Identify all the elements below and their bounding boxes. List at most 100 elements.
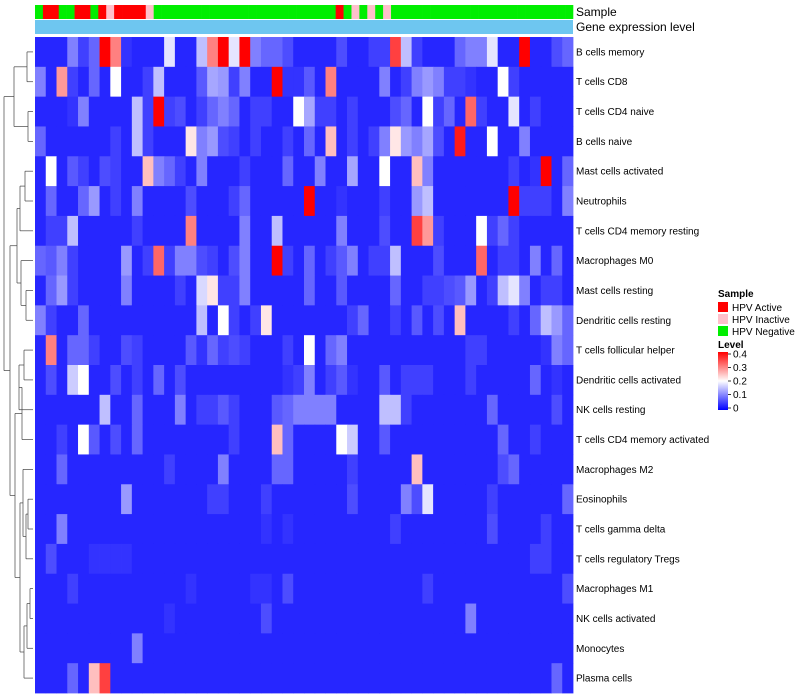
heatmap-cell: [228, 96, 240, 127]
heatmap-cell: [228, 573, 240, 604]
sample-annotation-cell: [414, 5, 423, 19]
heatmap-cell: [529, 96, 542, 127]
heatmap-cell: [476, 394, 488, 426]
sample-annotation-cell: [169, 5, 178, 19]
heatmap-cell: [153, 66, 165, 98]
heatmap-cell: [110, 305, 122, 336]
heatmap-cell: [153, 365, 165, 396]
heatmap-cell: [250, 66, 262, 98]
heatmap-cell: [131, 603, 143, 634]
heatmap-cell: [529, 573, 542, 604]
heatmap-cell: [239, 454, 251, 485]
heatmap-cell: [476, 543, 488, 575]
heatmap-cell: [271, 335, 283, 366]
heatmap-cell: [239, 603, 251, 634]
heatmap-cell: [174, 37, 187, 68]
row-label: T cells gamma delta: [576, 525, 666, 536]
sample-annotation-cell: [153, 5, 162, 19]
heatmap-cell: [271, 543, 283, 575]
heatmap-cell: [422, 424, 434, 455]
heatmap-cell: [217, 245, 230, 276]
heatmap-cell: [519, 663, 531, 694]
heatmap-cell: [185, 335, 197, 366]
heatmap-cell: [110, 126, 122, 157]
heatmap-cell: [486, 275, 499, 306]
heatmap-cell: [347, 514, 359, 545]
heatmap-cell: [174, 365, 187, 396]
heatmap-cell: [508, 335, 520, 366]
heatmap-cell: [476, 245, 488, 276]
heatmap-cell: [35, 305, 47, 336]
heatmap-cell: [519, 335, 531, 366]
heatmap-cell: [239, 543, 251, 575]
heatmap-cell: [508, 37, 520, 68]
heatmap-cell: [454, 514, 466, 545]
row-label: T cells follicular helper: [576, 346, 675, 357]
heatmap-cell: [131, 215, 143, 247]
heatmap-cell: [282, 66, 294, 98]
heatmap-cell: [174, 454, 187, 485]
heatmap-cell: [551, 156, 563, 187]
heatmap-cell: [196, 126, 208, 157]
heatmap-cell: [293, 633, 305, 664]
heatmap-cell: [56, 424, 68, 455]
heatmap-cell: [45, 454, 57, 485]
heatmap-cell: [411, 365, 423, 396]
heatmap-cell: [207, 335, 219, 366]
heatmap-cell: [314, 186, 326, 217]
heatmap-cell: [164, 275, 176, 306]
heatmap-cell: [422, 663, 434, 694]
heatmap-cell: [476, 633, 488, 664]
heatmap-cell: [390, 275, 402, 306]
sample-annotation-cell: [288, 5, 297, 19]
heatmap-cell: [217, 424, 230, 455]
heatmap-cell: [56, 66, 68, 98]
heatmap-cell: [174, 66, 187, 98]
heatmap-cell: [390, 394, 402, 426]
heatmap-cell: [497, 335, 509, 366]
heatmap-cell: [411, 603, 423, 634]
heatmap-cell: [443, 126, 456, 157]
heatmap-cell: [379, 126, 391, 157]
heatmap-cell: [35, 245, 47, 276]
heatmap-cell: [131, 37, 143, 68]
heatmap-cell: [228, 394, 240, 426]
sample-annotation-cell: [430, 5, 439, 19]
heatmap-cell: [400, 96, 412, 127]
heatmap-cell: [110, 156, 122, 187]
sample-annotation-cell: [327, 5, 336, 19]
heatmap-cell: [142, 215, 154, 247]
heatmap-cell: [35, 514, 47, 545]
heatmap-cell: [486, 394, 499, 426]
heatmap-cell: [551, 37, 563, 68]
heatmap-cell: [519, 96, 531, 127]
heatmap-cell: [250, 633, 262, 664]
heatmap-cell: [228, 454, 240, 485]
heatmap-cell: [508, 66, 520, 98]
heatmap-cell: [239, 484, 251, 515]
sample-annotation-cell: [248, 5, 257, 19]
heatmap-cell: [433, 454, 445, 485]
heatmap-cell: [347, 663, 359, 694]
heatmap-cell: [519, 573, 531, 604]
heatmap-cell: [185, 126, 197, 157]
heatmap-cell: [379, 603, 391, 634]
sample-annotation-cell: [470, 5, 479, 19]
heatmap-cell: [207, 66, 219, 98]
heatmap-cell: [78, 663, 90, 694]
heatmap-cell: [164, 96, 176, 127]
heatmap-cell: [529, 543, 542, 575]
heatmap-cell: [67, 365, 79, 396]
heatmap-cell: [185, 66, 197, 98]
heatmap-cell: [142, 543, 154, 575]
heatmap-cell: [314, 454, 326, 485]
heatmap-cell: [454, 245, 466, 276]
heatmap-cell: [35, 454, 47, 485]
heatmap-cell: [88, 573, 100, 604]
heatmap-cell: [336, 215, 348, 247]
heatmap-cell: [185, 186, 197, 217]
heatmap-cell: [379, 633, 391, 664]
heatmap-cell: [56, 394, 68, 426]
heatmap-cell: [250, 424, 262, 455]
heatmap-cell: [486, 96, 499, 127]
